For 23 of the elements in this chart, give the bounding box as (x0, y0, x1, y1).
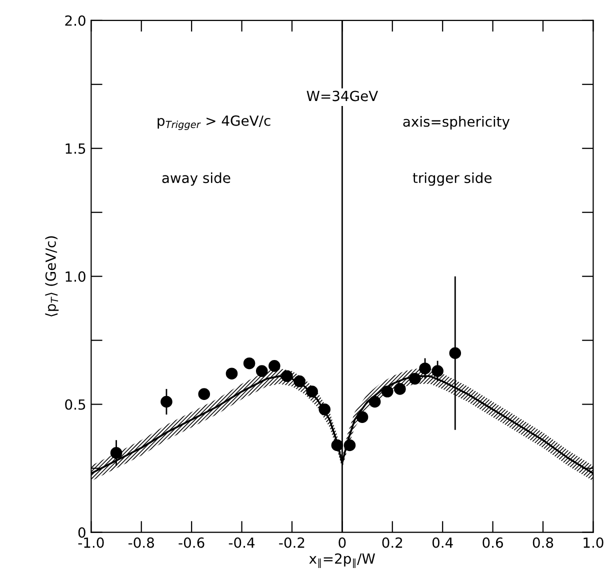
y-tick-label: 0.5 (65, 399, 86, 410)
x-axis-title: x$_{∥}$=2p$_{∥}$/W (309, 553, 375, 568)
x-tick-label: 0.6 (482, 537, 503, 548)
y-tick-label: 2.0 (65, 15, 86, 26)
x-tick-label: -0.2 (279, 537, 304, 548)
y-tick-label: 0 (78, 527, 86, 538)
x-tick-label: -0.8 (128, 537, 154, 548)
y-axis-title: ⟨p$_{T}$⟩ (GeV/c) (45, 236, 59, 316)
y-tick-label: 1.5 (66, 144, 86, 154)
x-tick-label: 0.8 (532, 537, 554, 548)
x-tick-label: 0 (338, 537, 346, 548)
annotation: axis=sphericity (403, 116, 510, 130)
x-tick-label: -0.6 (178, 537, 204, 548)
x-tick-label: -1.0 (78, 537, 104, 548)
annotation: W=34GeV (306, 90, 378, 102)
x-tick-label: 0.2 (382, 537, 402, 548)
x-tick-label: 0.4 (432, 537, 453, 548)
x-tick-label: 1.0 (584, 537, 604, 548)
x-tick-label: -0.4 (228, 537, 255, 548)
y-tick-label: 1.0 (66, 271, 86, 282)
annotation: p$_{Trigger}$ > 4GeV/c (158, 115, 270, 130)
annotation: trigger side (412, 172, 492, 186)
annotation: away side (162, 172, 230, 186)
